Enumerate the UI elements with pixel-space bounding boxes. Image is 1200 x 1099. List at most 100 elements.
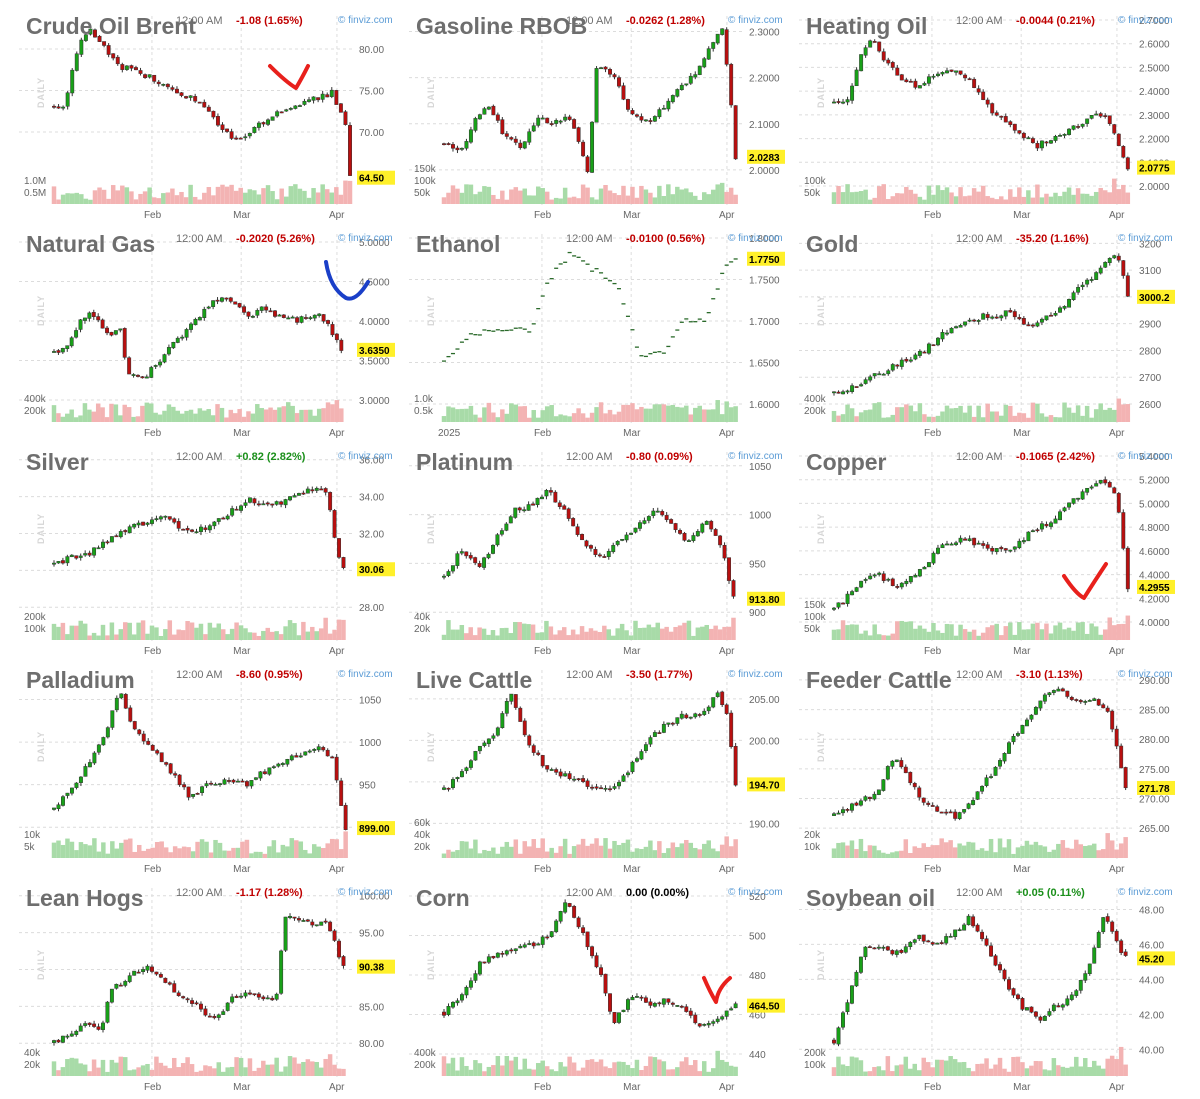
candle-body <box>558 771 563 777</box>
volume-bar <box>163 847 169 858</box>
volume-bar <box>51 405 57 422</box>
volume-bar <box>607 1068 613 1076</box>
volume-bar <box>87 1071 92 1076</box>
volume-bar <box>1017 622 1022 640</box>
candle-body <box>288 108 293 110</box>
candle-body <box>713 529 718 536</box>
volume-bar <box>284 196 289 204</box>
volume-bar <box>491 1065 496 1076</box>
candle-body <box>886 59 891 64</box>
volume-bar <box>571 196 577 204</box>
chart-cell: 2.70002.60002.50002.40002.30002.20002.10… <box>784 8 1176 226</box>
candle-body <box>868 376 873 381</box>
candle-body <box>1096 932 1101 948</box>
volume-bar <box>724 191 729 204</box>
volume-bar <box>79 194 84 204</box>
period-label: DAILY <box>816 77 826 108</box>
volume-bar <box>589 1059 595 1076</box>
candle-body <box>1003 310 1008 317</box>
volume-bar <box>597 631 603 640</box>
volume-bar <box>540 838 545 858</box>
candle-body <box>191 793 196 797</box>
candle-body <box>1080 284 1085 288</box>
candle-body <box>301 492 306 495</box>
volume-bar <box>684 188 689 204</box>
candle-body <box>207 525 212 531</box>
candle-body <box>168 763 173 774</box>
volume-bar <box>971 416 977 422</box>
volume-bar <box>224 417 229 422</box>
period-label: DAILY <box>816 731 826 762</box>
volume-bar <box>925 1062 931 1076</box>
price-tick-label: 2700 <box>1139 373 1162 384</box>
volume-tick-label: 1.0k <box>414 394 434 405</box>
volume-bar <box>74 850 79 858</box>
candle-body <box>1094 113 1099 116</box>
volume-bar <box>724 401 729 422</box>
candle-body <box>129 65 134 69</box>
volume-bar <box>206 187 212 204</box>
candle-body <box>136 522 141 526</box>
volume-bar <box>225 634 230 640</box>
price-tick-label: 3.5000 <box>359 357 390 368</box>
candle-body <box>630 110 635 115</box>
candle-body <box>1051 690 1056 693</box>
volume-bar <box>270 191 275 204</box>
candle-body <box>1012 546 1017 550</box>
period-label: DAILY <box>426 731 436 762</box>
volume-bar <box>1047 1070 1052 1076</box>
volume-bar <box>1035 184 1040 204</box>
candle-body <box>841 1012 845 1028</box>
price-tick-label: 4.0000 <box>1139 618 1170 629</box>
volume-bar <box>171 634 177 640</box>
candle-body <box>930 805 935 807</box>
volume-bar <box>836 629 841 640</box>
candle-body <box>603 973 608 994</box>
candle-body <box>518 707 523 722</box>
x-axis-label: Apr <box>1109 864 1125 875</box>
volume-bar <box>144 402 150 422</box>
candle-body <box>1017 130 1022 134</box>
volume-bar <box>553 197 559 204</box>
volume-bar <box>124 187 130 204</box>
volume-bar <box>863 1071 868 1076</box>
candle-body <box>953 929 958 937</box>
last-price-box <box>747 998 785 1013</box>
candle-body <box>70 69 75 94</box>
volume-bar <box>283 1066 288 1076</box>
volume-bar <box>943 1060 949 1076</box>
volume-bar <box>593 630 598 640</box>
x-axis-label: Apr <box>719 428 735 439</box>
volume-bar <box>1089 417 1094 422</box>
volume-bar <box>65 413 70 422</box>
volume-bar <box>336 1068 342 1076</box>
candle-body <box>87 762 92 768</box>
x-axis-label: Feb <box>924 864 942 875</box>
volume-bar <box>1012 415 1018 422</box>
volume-bar <box>535 417 541 422</box>
candle-body <box>451 1001 455 1008</box>
volume-bar <box>247 189 253 204</box>
price-tick-label: 4.6000 <box>1139 547 1170 558</box>
volume-bar <box>468 627 473 640</box>
chart-title: Gasoline RBOB <box>416 13 587 39</box>
candle-body <box>704 520 709 525</box>
volume-bar <box>203 1065 208 1076</box>
volume-bar <box>1039 197 1045 204</box>
volume-bar <box>652 1057 658 1076</box>
candle-body <box>114 535 119 538</box>
candle-body <box>286 317 291 320</box>
candle-body <box>976 320 981 322</box>
candle-body <box>468 760 473 768</box>
volume-bar <box>710 189 716 204</box>
volume-bar <box>472 635 478 640</box>
volume-bar <box>195 841 200 858</box>
candle-body <box>877 41 882 52</box>
volume-bar <box>728 187 734 204</box>
candle-body <box>670 95 675 103</box>
volume-bar <box>500 409 505 422</box>
volume-bar <box>603 838 608 858</box>
volume-bar <box>522 406 528 422</box>
volume-bar <box>292 1057 297 1076</box>
candle-body <box>917 85 922 89</box>
